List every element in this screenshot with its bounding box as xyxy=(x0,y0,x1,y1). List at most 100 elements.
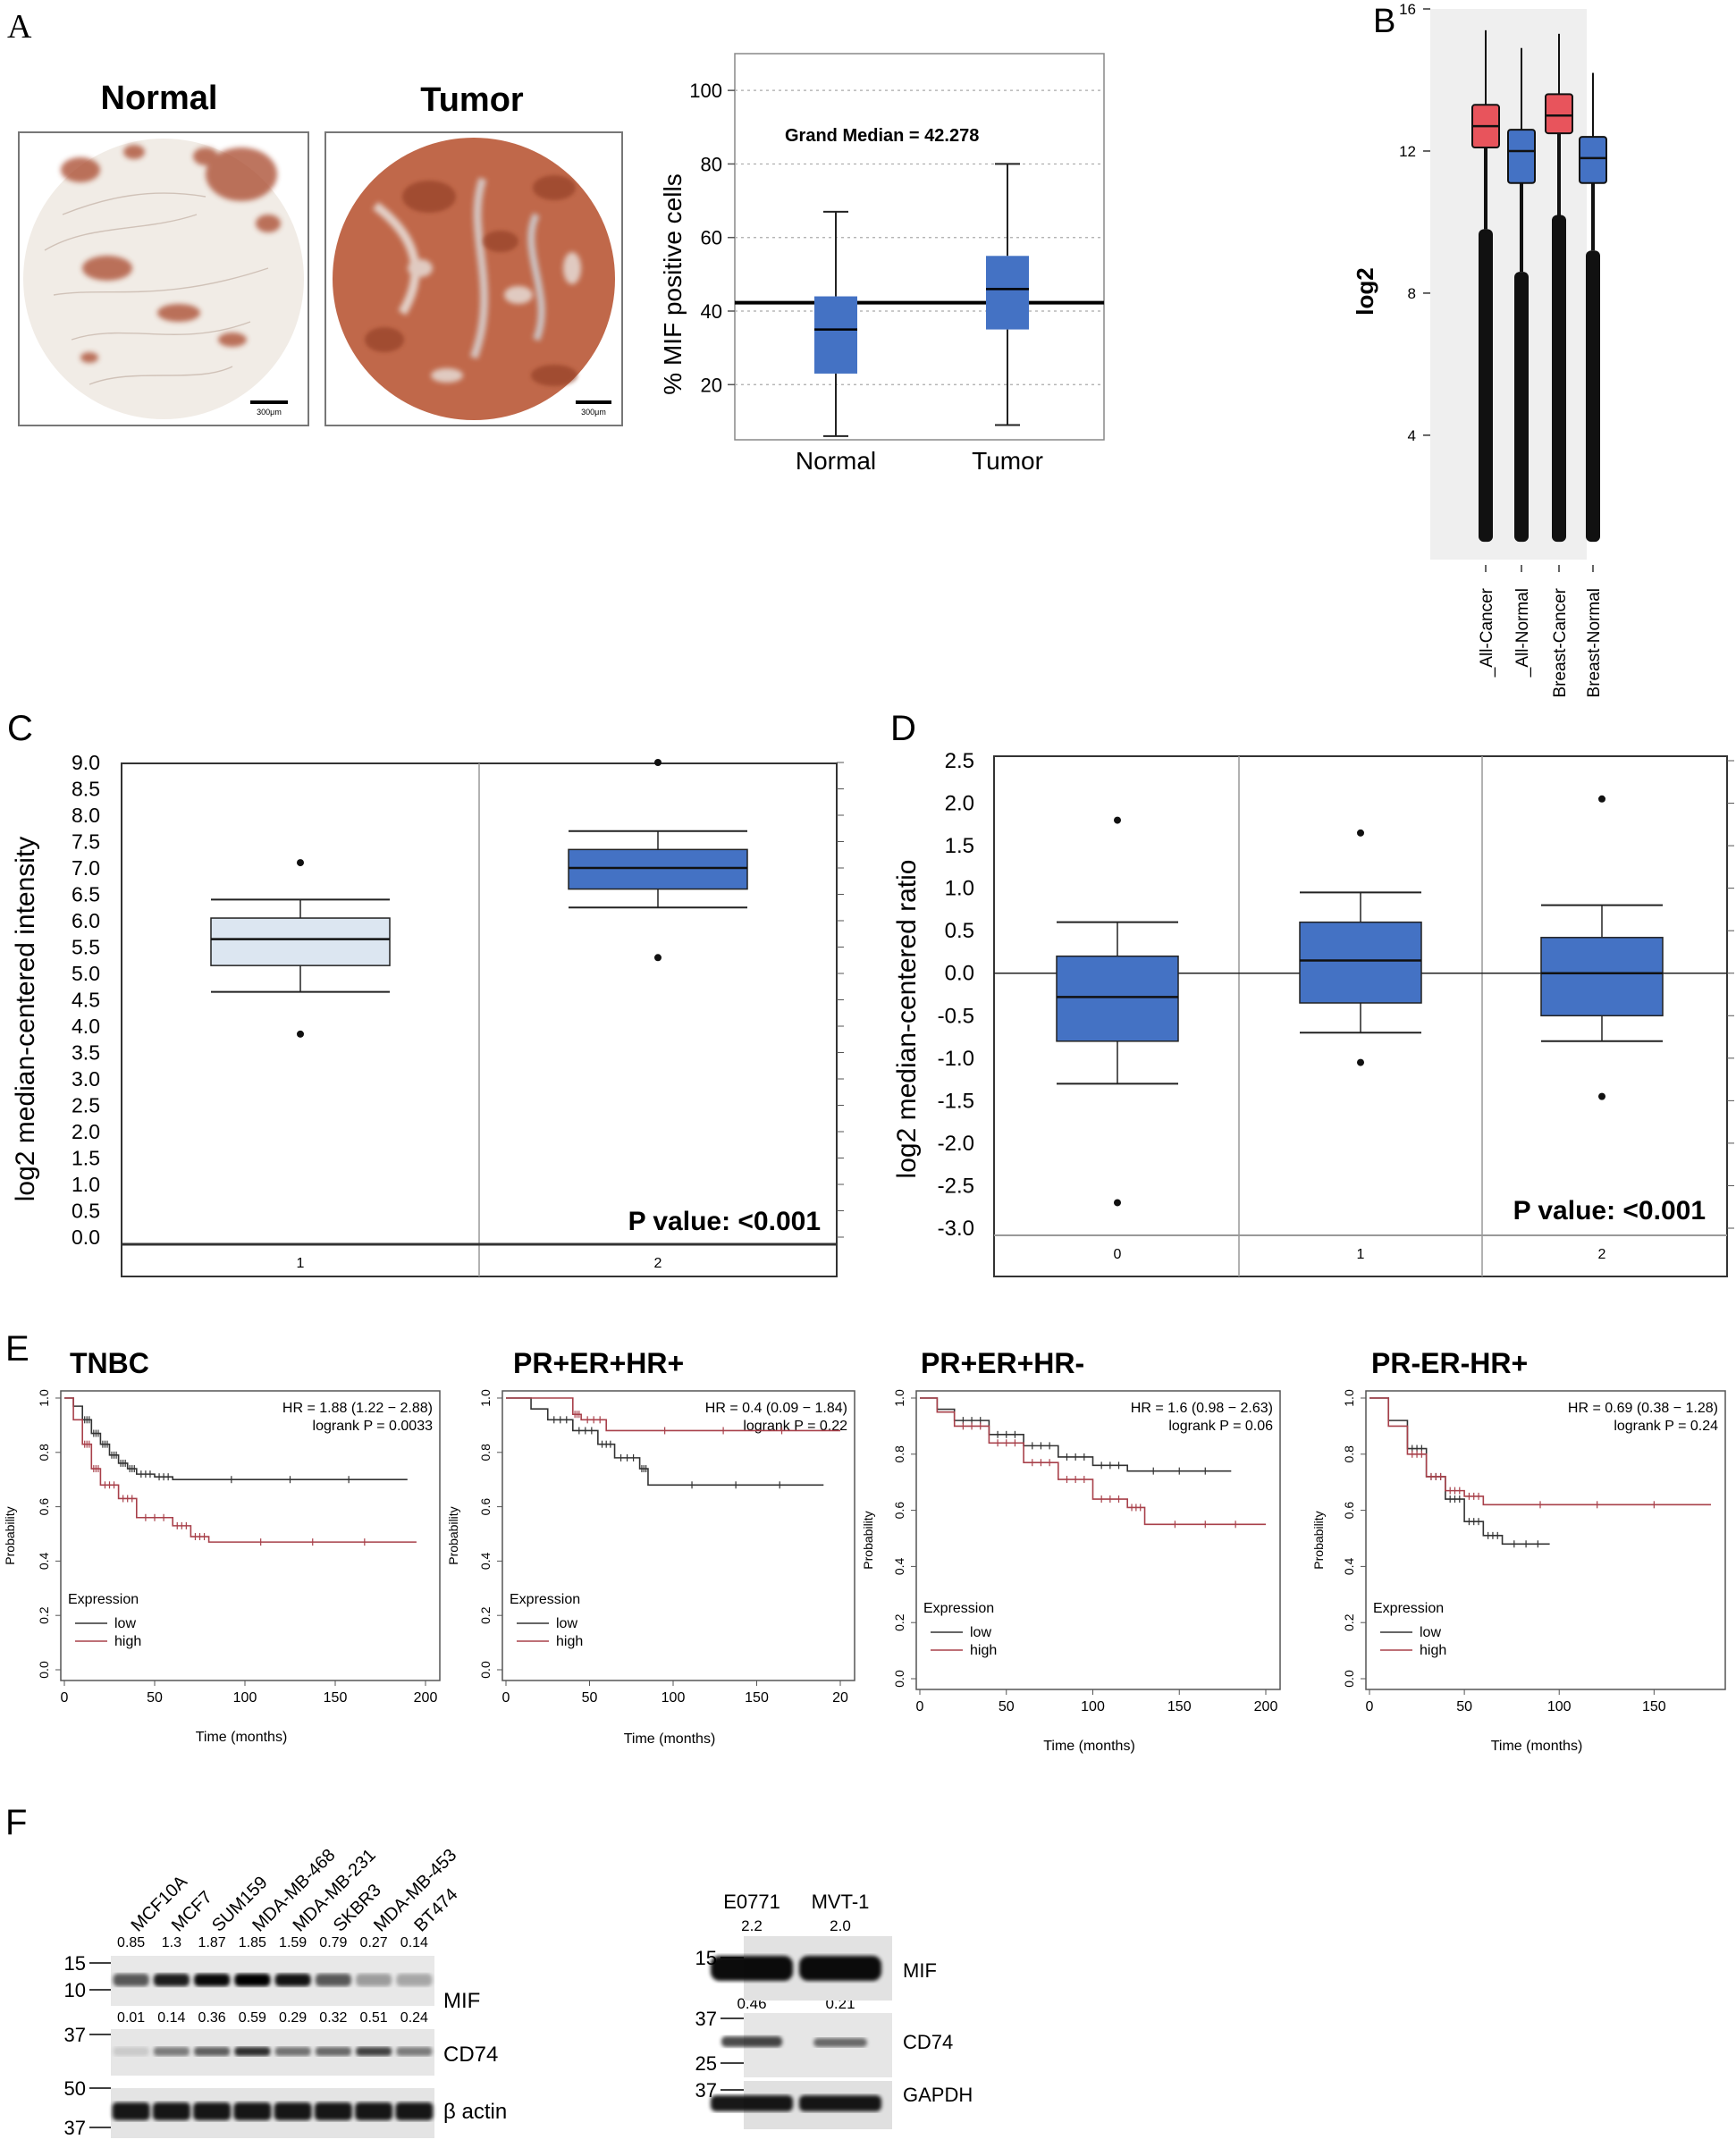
km-ytick-label: 0.2 xyxy=(892,1613,906,1631)
km-ylabel: Probability xyxy=(446,1506,460,1564)
panel-c-ytick-label: 5.0 xyxy=(72,962,100,985)
left-mif-band xyxy=(396,1974,433,1986)
panel-b-outlier-band xyxy=(1586,250,1600,543)
panel-a-boxplot: Grand Median = 42.278 % MIF positive cel… xyxy=(659,53,1105,475)
panel-c-ytick-label: 3.5 xyxy=(72,1041,100,1065)
right-mw-marker: 37 xyxy=(695,2008,717,2030)
left-cd74-band xyxy=(356,2047,392,2056)
km-legend-high: high xyxy=(114,1634,141,1649)
panel-a-ytick-label: 40 xyxy=(701,300,722,323)
panel-a-ytick-label: 60 xyxy=(701,227,722,249)
panel-d-ytick-label: 1.0 xyxy=(945,877,974,901)
panel-b-boxplot: log2 4 8 12 16 _All-Cancer _All-Normal Breast-… xyxy=(1352,1,1607,698)
left-actin-band xyxy=(193,2102,232,2120)
panel-c-ytick-label: 2.0 xyxy=(72,1120,100,1143)
left-cd74-value: 0.14 xyxy=(157,2010,185,2026)
panel-c-outlier xyxy=(297,1030,304,1038)
km-ylabel: Probability xyxy=(3,1506,17,1564)
left-mif-value: 0.79 xyxy=(319,1935,347,1950)
km-legend-title: Expression xyxy=(68,1592,139,1607)
panel-label-e: E xyxy=(5,1329,29,1369)
tumor-tissue-image xyxy=(333,138,615,420)
km-plot-frame xyxy=(915,1390,1281,1690)
km-legend-high: high xyxy=(1420,1643,1446,1658)
panel-a-ytick-label: 20 xyxy=(701,374,722,396)
km-ytick-label: 1.0 xyxy=(1342,1389,1356,1407)
km-legend-low: low xyxy=(1420,1625,1441,1640)
panel-label-b: B xyxy=(1373,3,1395,40)
panel-d-outlier xyxy=(1357,1058,1364,1066)
left-mw-marker: 50 xyxy=(64,2077,86,2100)
left-actin-band xyxy=(233,2102,272,2120)
km-xtick-label: 100 xyxy=(662,1690,686,1706)
panel-b-ytick-label: 16 xyxy=(1399,1,1416,18)
panel-c-outlier xyxy=(654,954,662,962)
km-legend-low: low xyxy=(114,1616,136,1631)
left-cd74-band xyxy=(194,2047,231,2056)
panel-c-ytick-label: 3.0 xyxy=(72,1067,100,1091)
km-xtick-label: 0 xyxy=(502,1690,510,1706)
right-mw-marker: 37 xyxy=(695,2079,717,2102)
panel-b-xtick-label: _All-Normal xyxy=(1513,588,1532,678)
km-ytick-label: 0.2 xyxy=(1342,1613,1356,1631)
panel-d-ytick-label: 2.5 xyxy=(945,749,974,773)
left-mif-value: 1.3 xyxy=(162,1935,181,1950)
panel-c-ytick-label: 5.5 xyxy=(72,936,100,959)
km-xtick-label: 200 xyxy=(1254,1699,1278,1714)
right-mif-value: 2.0 xyxy=(830,1917,851,1934)
panel-b-xtick-label: Breast-Normal xyxy=(1585,588,1604,697)
panel-b-outlier-band xyxy=(1514,272,1529,543)
km-xtick-label: 150 xyxy=(1167,1699,1192,1714)
panel-a-tissue: Normal Tumor xyxy=(18,80,623,426)
panel-d-box-0 xyxy=(1056,955,1179,1042)
panel-d-ytick-label: -1.0 xyxy=(938,1047,974,1071)
panel-c-cat-2: 2 xyxy=(654,1256,662,1271)
panel-f-left-blot: MIF CD74 β actin MCF10A0.850.01MCF71.30.… xyxy=(64,1845,508,2139)
km-curve-high xyxy=(64,1397,417,1543)
left-cd74-band xyxy=(153,2047,190,2056)
panel-c-ytick-label: 1.5 xyxy=(72,1147,100,1170)
left-mif-band xyxy=(194,1974,231,1986)
panel-d-ytick-label: 0.0 xyxy=(945,962,974,986)
km-curve-high xyxy=(506,1397,840,1432)
panel-b-outlier-band xyxy=(1479,229,1493,543)
left-mif-value: 0.85 xyxy=(117,1935,145,1950)
km-legend-low: low xyxy=(556,1616,577,1631)
km-ytick-label: 0.0 xyxy=(892,1670,906,1688)
tumor-title: Tumor xyxy=(420,81,524,119)
left-cd74-value: 0.51 xyxy=(360,2010,388,2026)
right-cell-line-e0771: E0771 xyxy=(723,1891,780,1913)
panel-e-km-plots: TNBC HR = 1.88 (1.22 − 2.88) logrank P = 0… xyxy=(3,1347,1726,1754)
left-actin-band xyxy=(112,2102,150,2120)
km-ytick-label: 0.8 xyxy=(37,1444,51,1461)
left-actin-label: β actin xyxy=(443,2100,507,2124)
km-hr: HR = 1.88 (1.22 − 2.88) xyxy=(282,1401,433,1416)
km-logrank: logrank P = 0.22 xyxy=(743,1419,847,1434)
km-xtick-label: 20 xyxy=(832,1690,848,1706)
panel-d-outlier xyxy=(1598,1092,1605,1100)
right-mif-band xyxy=(799,1956,881,1981)
normal-scale-label: 300μm xyxy=(257,408,282,417)
panel-d-box-2 xyxy=(1540,937,1664,1017)
panel-a-box-tumor xyxy=(986,256,1029,330)
right-cd74-band xyxy=(721,2036,782,2047)
km-curve-low xyxy=(1369,1397,1550,1546)
panel-b-ytick-label: 4 xyxy=(1408,427,1416,444)
panel-b-ylabel: log2 xyxy=(1352,267,1378,315)
km-plot-frame xyxy=(501,1390,855,1681)
km-ytick-label: 0.4 xyxy=(37,1552,51,1570)
panel-d-box-1 xyxy=(1299,921,1422,1004)
km-hr: HR = 0.4 (0.09 − 1.84) xyxy=(705,1401,847,1416)
left-mif-band xyxy=(234,1974,271,1986)
left-actin-band xyxy=(314,2102,352,2120)
tumor-scale-label: 300μm xyxy=(581,408,606,417)
panel-a-plot-frame xyxy=(734,53,1105,441)
right-mif-label: MIF xyxy=(903,1959,937,1982)
panel-c-ytick-label: 6.5 xyxy=(72,883,100,906)
panel-f-right-blot: E0771 MVT-1 MIF CD74 GAPDH 2.20.462.00.2… xyxy=(695,1891,973,2129)
left-cd74-value: 0.32 xyxy=(319,2010,347,2026)
panel-d-pvalue: P value: <0.001 xyxy=(1513,1196,1706,1226)
panel-label-d: D xyxy=(890,709,916,748)
panel-a-grand-median: Grand Median = 42.278 xyxy=(785,126,979,146)
km-ytick-label: 1.0 xyxy=(892,1389,906,1407)
